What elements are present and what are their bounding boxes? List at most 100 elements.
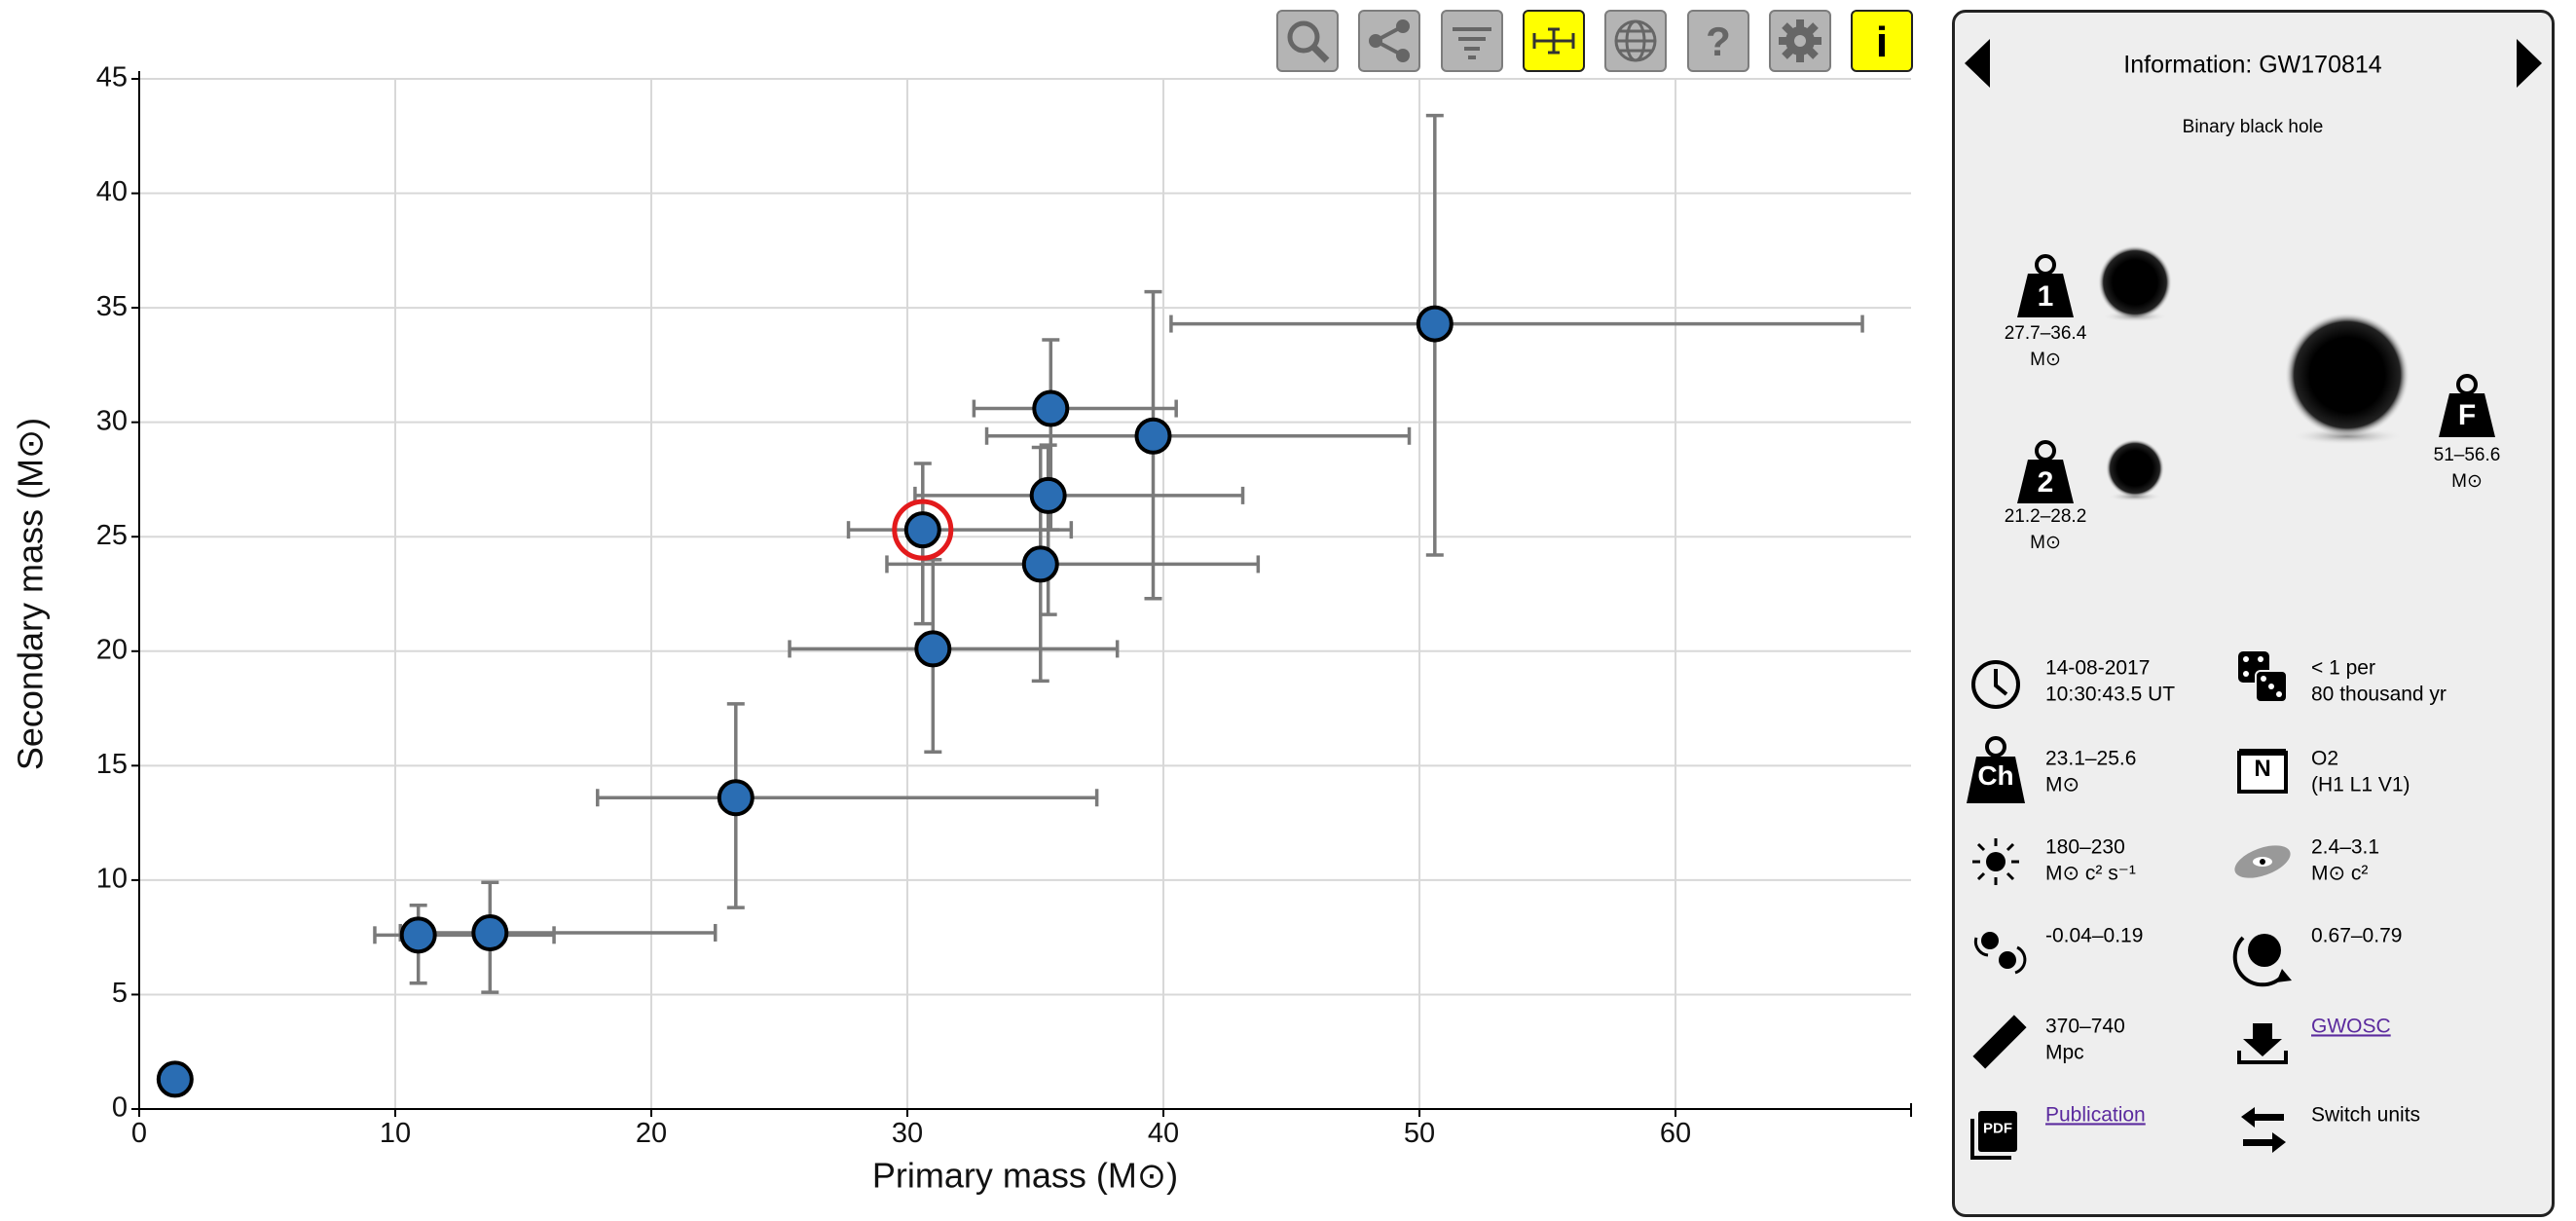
energy-item: 2.4–3.1 M⊙ c² (2234, 835, 2379, 884)
data-link-text[interactable]: GWOSC (2311, 1015, 2391, 1037)
next-arrow[interactable] (2517, 39, 2542, 88)
far-text: < 1 per (2311, 656, 2375, 679)
data-point[interactable] (1134, 417, 1172, 455)
info-panel-content: Information: GW170814 Binary black hole … (1965, 39, 2542, 1160)
panel-title: Information: GW170814 (2123, 52, 2382, 79)
icon (1532, 27, 1575, 55)
pdf-glyph: PDF (1983, 1120, 2012, 1136)
info-button[interactable]: i (1851, 10, 1913, 72)
y-tick-label: 40 (96, 176, 128, 207)
black-hole (2098, 245, 2172, 319)
x-error-bar (1169, 314, 1864, 333)
x-tick-label: 0 (131, 1118, 147, 1149)
y-tick-label: 20 (96, 634, 128, 665)
weight-glyph: 2 (2038, 466, 2054, 499)
data-point[interactable] (156, 1060, 194, 1098)
data-point[interactable] (471, 913, 509, 951)
filter-button[interactable] (1441, 10, 1503, 72)
run-glyph: N (2254, 756, 2270, 782)
icon (1453, 27, 1491, 59)
x-error-bar (885, 555, 1261, 574)
x-error-bar (984, 426, 1412, 445)
y-tick-label: 35 (96, 291, 128, 322)
publication-link[interactable]: Publication (2045, 1103, 2146, 1126)
chirp-text: 23.1–25.6 (2045, 747, 2136, 769)
x-tick-label: 50 (1404, 1118, 1435, 1149)
black-hole (2285, 313, 2410, 437)
x-error-bar (913, 486, 1245, 504)
x-tick-label: 10 (380, 1118, 411, 1149)
luminosity-item: 180–230 M⊙ c² s⁻¹ (1972, 835, 2136, 885)
data-link-item: GWOSC (2237, 1015, 2391, 1064)
run-text: (H1 L1 V1) (2311, 773, 2410, 796)
data-point[interactable] (1416, 305, 1454, 343)
data-point[interactable] (1029, 476, 1067, 514)
far-item: < 1 per 80 thousand yr (2238, 651, 2447, 705)
publication-item: PDF Publication (1970, 1103, 2146, 1160)
luminosity-text: 180–230 (2045, 835, 2125, 858)
effective-spin-text: -0.04–0.19 (2045, 924, 2143, 946)
x-tick-label: 20 (636, 1118, 667, 1149)
final-mass: F 51–56.6 M⊙ (2285, 313, 2500, 492)
mass-range: 27.7–36.4 (2005, 323, 2087, 344)
help-button[interactable]: ? (1687, 10, 1749, 72)
final-spin-item: 0.67–0.79 (2232, 924, 2402, 987)
previous-arrow[interactable] (1965, 39, 1990, 88)
date-item: 14-08-2017 10:30:43.5 UT (1971, 656, 2175, 709)
far-text: 80 thousand yr (2311, 683, 2447, 705)
energy-text: 2.4–3.1 (2311, 835, 2379, 858)
share-button[interactable] (1358, 10, 1420, 72)
info-panel: Information: GW170814 Binary black hole … (1952, 10, 2555, 1217)
data-point[interactable] (1032, 389, 1070, 427)
distance-item: 370–740 Mpc (1972, 1015, 2125, 1069)
icon: ? (1706, 18, 1731, 64)
weight-glyph: F (2458, 399, 2476, 431)
data-point[interactable] (1021, 545, 1059, 583)
y-tick-label: 45 (96, 62, 128, 93)
effective-spin-item: -0.04–0.19 (1973, 924, 2143, 975)
luminosity-text: M⊙ c² s⁻¹ (2045, 862, 2136, 884)
data-point[interactable] (399, 916, 437, 954)
x-tick-label: 40 (1148, 1118, 1179, 1149)
switch-units-text[interactable]: Switch units (2311, 1103, 2420, 1126)
mass-range: 21.2–28.2 (2005, 506, 2087, 527)
icon (1614, 19, 1657, 62)
weight-glyph: Ch (1977, 760, 2013, 791)
mass-unit: M⊙ (2451, 471, 2483, 492)
publication-text[interactable]: Publication (2045, 1103, 2146, 1126)
date-text: 10:30:43.5 UT (2045, 683, 2175, 705)
map-button[interactable] (1604, 10, 1667, 72)
errorbar-button[interactable] (1523, 10, 1585, 72)
data-point[interactable] (914, 630, 952, 668)
y-tick-label: 30 (96, 405, 128, 436)
data-point[interactable] (717, 779, 754, 817)
y-tick-label: 10 (96, 864, 128, 895)
chirp-text: M⊙ (2045, 773, 2079, 796)
distance-text: Mpc (2045, 1041, 2084, 1063)
x-error-bar (846, 521, 1074, 539)
mass2: 2 21.2–28.2 M⊙ (2005, 439, 2164, 553)
chart: 0 5 10 15 20 25 30 35 40 45 0 10 20 30 40 50 60 Primary m… (11, 62, 1912, 1196)
mass-range: 51–56.6 (2434, 445, 2501, 465)
y-tick-label: 25 (96, 520, 128, 551)
zoom-button[interactable] (1276, 10, 1339, 72)
icon: i (1876, 18, 1888, 66)
info-glyph: i (1876, 18, 1888, 66)
settings-button[interactable] (1769, 10, 1831, 72)
weight-glyph: 1 (2038, 280, 2054, 313)
mass1: 1 27.7–36.4 M⊙ (2005, 245, 2172, 370)
black-hole (2106, 439, 2164, 498)
energy-text: M⊙ c² (2311, 862, 2368, 884)
x-error-bar (972, 399, 1178, 418)
icon (1369, 19, 1410, 62)
icon (1779, 19, 1822, 62)
y-tick-label: 0 (112, 1092, 128, 1124)
y-tick-label: 5 (112, 978, 128, 1009)
final-spin-text: 0.67–0.79 (2311, 924, 2402, 946)
data-link[interactable]: GWOSC (2311, 1015, 2391, 1037)
switch-units-item[interactable]: Switch units (2241, 1103, 2420, 1153)
x-tick-label: 30 (892, 1118, 923, 1149)
data-point[interactable] (903, 511, 941, 549)
x-error-bar (596, 789, 1099, 807)
